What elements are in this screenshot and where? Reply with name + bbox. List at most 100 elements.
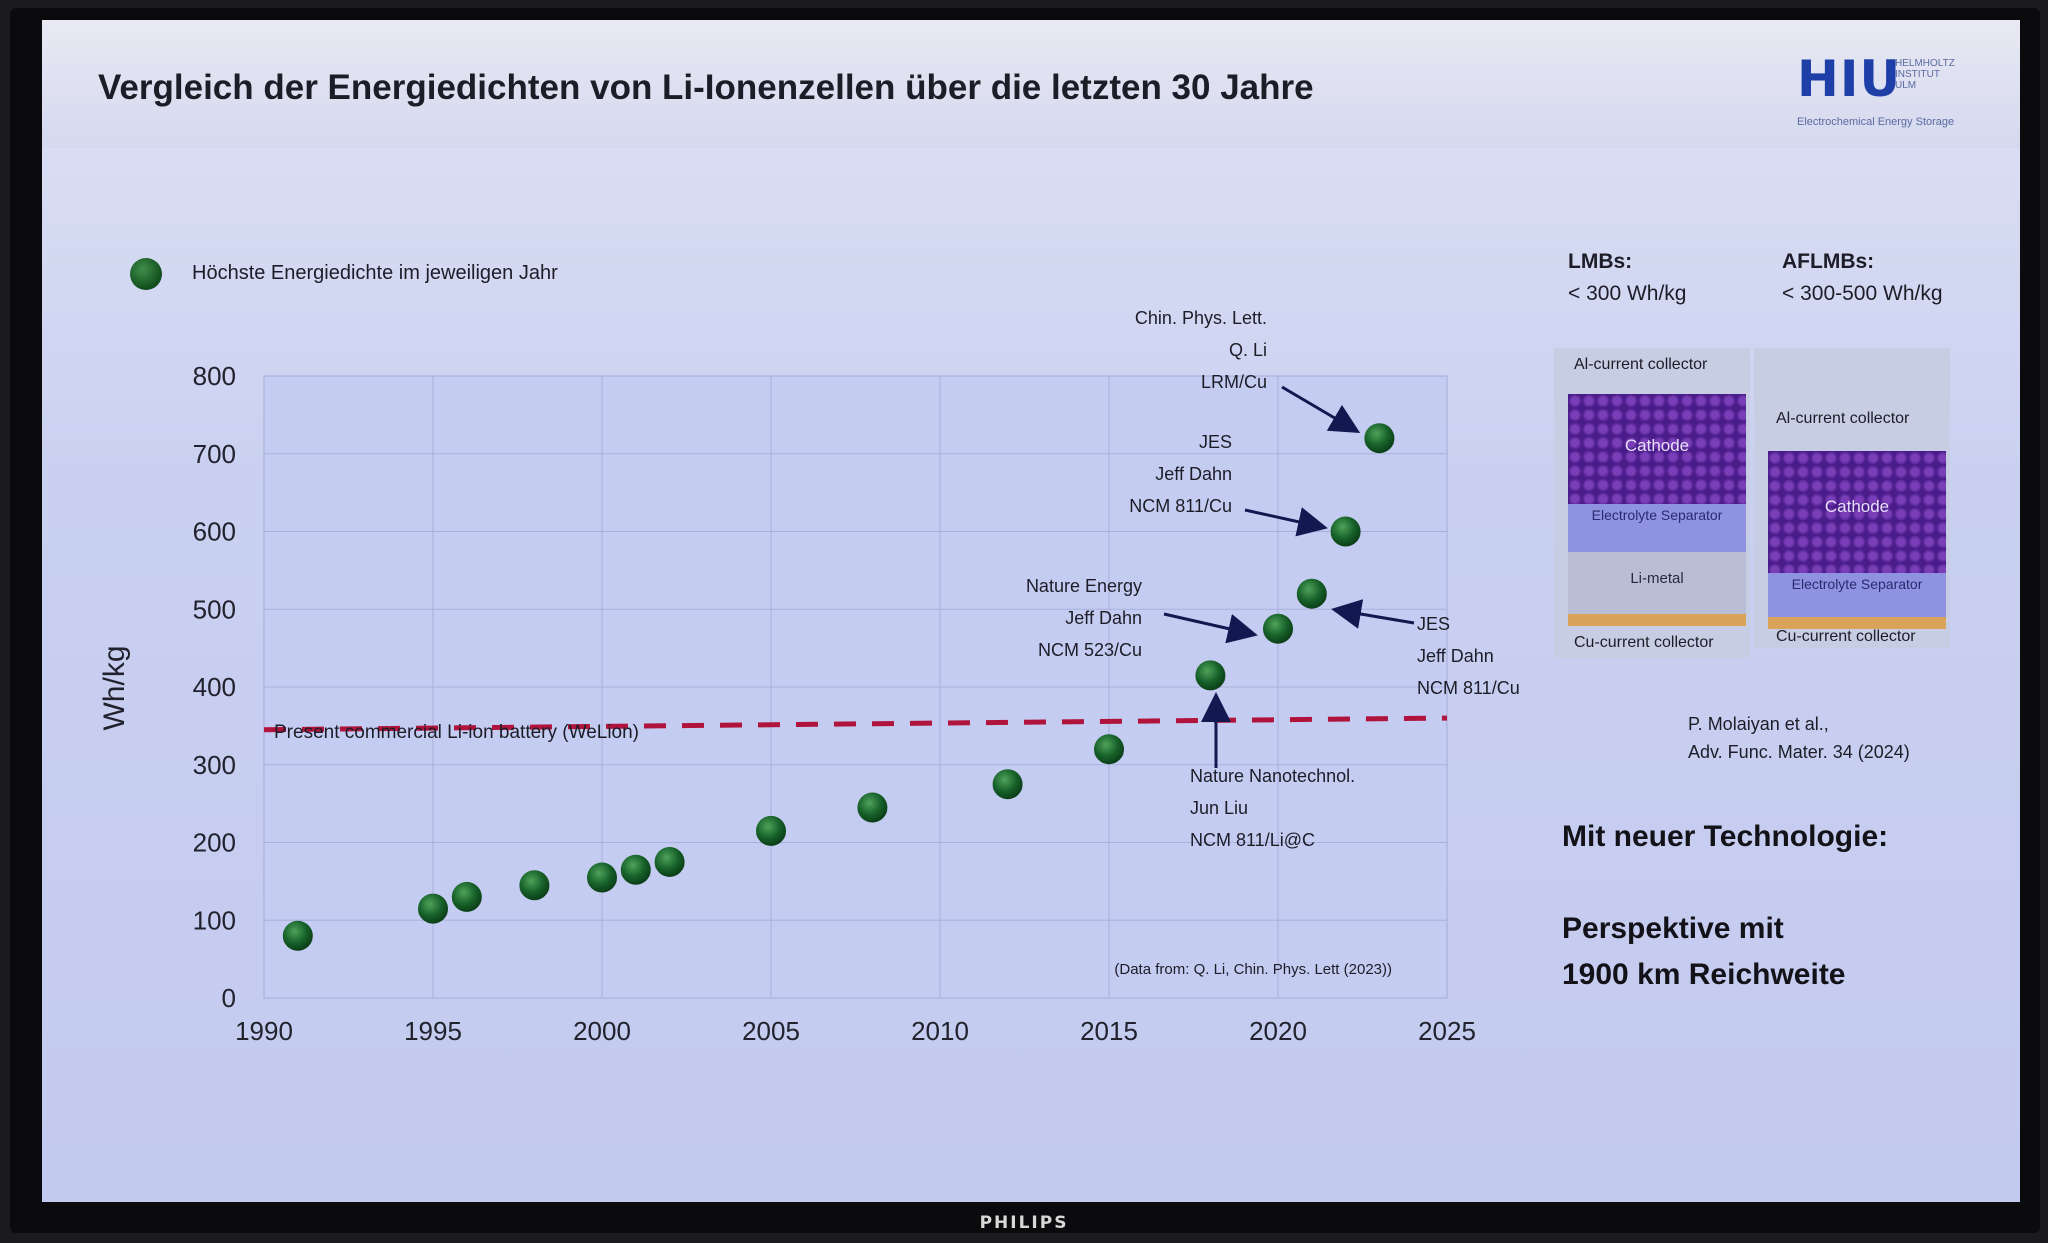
annotation-line: NCM 811/Cu	[1417, 678, 1520, 698]
reference-line-label: Present commercial Li-ion battery (WeLio…	[274, 722, 639, 743]
data-point	[587, 862, 617, 893]
data-point	[1195, 660, 1226, 691]
y-tick-label: 600	[193, 517, 236, 547]
y-axis-ticks: 0 100 200 300 400 500 600 700 800	[193, 361, 236, 1013]
annotation-line: LRM/Cu	[1201, 372, 1267, 392]
annotation-line: Nature Nanotechnol.	[1190, 766, 1355, 786]
cell-diagram-lmb: Al-current collector Cathode Electrolyte…	[1554, 348, 1750, 658]
logo-tagline: Electrochemical Energy Storage	[1797, 116, 1955, 128]
y-tick-label: 300	[193, 750, 236, 780]
cathode-layer: Cathode	[1568, 394, 1746, 504]
x-tick-label: 2020	[1249, 1016, 1307, 1046]
annotation-line: Q. Li	[1229, 340, 1267, 360]
data-point	[1330, 516, 1361, 547]
separator-label: Electrolyte Separator	[1791, 576, 1923, 592]
al-collector-label: Al-current collector	[1776, 410, 1910, 427]
y-tick-label: 0	[222, 983, 236, 1013]
data-point	[451, 881, 482, 912]
annotation-jes-2: JES Jeff Dahn NCM 811/Cu	[1417, 614, 1520, 698]
annotation-line: JES	[1199, 432, 1232, 452]
title-band	[42, 20, 2020, 148]
x-tick-label: 2005	[742, 1016, 800, 1046]
annotation-line: JES	[1417, 614, 1450, 634]
lmb-title: LMBs:	[1568, 250, 1633, 273]
hiu-logo: HIU HELMHOLTZ INSTITUT ULM Electrochemic…	[1787, 50, 1957, 150]
annotation-nature-energy: Nature Energy Jeff Dahn NCM 523/Cu	[1026, 576, 1142, 660]
aflmb-title: AFLMBs:	[1782, 250, 1875, 273]
citation-line-2: Adv. Func. Mater. 34 (2024)	[1688, 742, 1910, 762]
headline-technology: Mit neuer Technologie:	[1562, 820, 1889, 853]
separator-label: Electrolyte Separator	[1591, 507, 1723, 523]
data-point	[620, 854, 651, 885]
cu-collector-layer	[1768, 617, 1946, 629]
y-tick-label: 800	[193, 361, 236, 391]
data-point	[756, 815, 786, 846]
x-axis-ticks: 1990 1995 2000 2005 2010 2015 2020 2025	[235, 1016, 1476, 1046]
cathode-label: Cathode	[1624, 435, 1690, 455]
chart-grid	[264, 376, 1447, 998]
annotation-line: Jeff Dahn	[1065, 608, 1142, 628]
x-tick-label: 2015	[1080, 1016, 1138, 1046]
annotation-line: Jeff Dahn	[1155, 464, 1232, 484]
cu-collector-label: Cu-current collector	[1574, 634, 1714, 651]
annotation-arrow	[1281, 385, 1361, 434]
x-tick-label: 2000	[573, 1016, 631, 1046]
annotation-line: Jeff Dahn	[1417, 646, 1494, 666]
annotation-line: NCM 811/Li@C	[1190, 830, 1315, 850]
annotation-arrow	[1331, 599, 1415, 629]
data-point	[992, 769, 1023, 800]
al-collector-label: Al-current collector	[1574, 356, 1708, 373]
annotation-nature-nanotechnol: Nature Nanotechnol. Jun Liu NCM 811/Li@C	[1190, 766, 1355, 850]
annotation-line: Chin. Phys. Lett.	[1135, 308, 1267, 328]
citation-line-1: P. Molaiyan et al.,	[1688, 714, 1829, 734]
annotation-chin-phys-lett: Chin. Phys. Lett. Q. Li LRM/Cu	[1135, 308, 1267, 392]
slide-title: Vergleich der Energiedichten von Li-Ione…	[98, 68, 1314, 107]
legend-marker	[130, 258, 162, 290]
y-tick-label: 700	[193, 439, 236, 469]
y-axis-label: Wh/kg	[98, 645, 131, 730]
annotation-line: Jun Liu	[1190, 798, 1248, 818]
data-point	[418, 893, 448, 924]
data-point	[1364, 423, 1395, 454]
monitor-brand: PHILIPS	[979, 1213, 1069, 1233]
logo-text: HIU	[1797, 50, 1902, 108]
source-note: (Data from: Q. Li, Chin. Phys. Lett (202…	[1114, 961, 1392, 978]
annotation-arrow	[1163, 612, 1258, 644]
cu-collector-layer	[1568, 614, 1746, 626]
logo-subtitle: HELMHOLTZ INSTITUT ULM	[1895, 58, 1955, 91]
annotation-arrow	[1244, 507, 1328, 537]
annotation-line: NCM 811/Cu	[1129, 496, 1232, 516]
cu-collector-label: Cu-current collector	[1776, 628, 1916, 645]
cathode-layer: Cathode	[1768, 451, 1946, 573]
lmb-value: < 300 Wh/kg	[1568, 282, 1687, 305]
separator-layer: Electrolyte Separator	[1568, 504, 1746, 552]
data-points	[282, 423, 1395, 951]
annotation-line: NCM 523/Cu	[1038, 640, 1142, 660]
separator-layer: Electrolyte Separator	[1768, 573, 1946, 617]
cathode-label: Cathode	[1824, 497, 1890, 517]
annotation-line: Nature Energy	[1026, 576, 1142, 596]
y-tick-label: 500	[193, 594, 236, 624]
li-metal-layer: Li-metal	[1568, 552, 1746, 614]
x-tick-label: 1995	[404, 1016, 462, 1046]
y-tick-label: 200	[193, 828, 236, 858]
data-point	[282, 920, 313, 951]
cell-diagram-aflmb: Al-current collector Cathode Electrolyte…	[1754, 348, 1950, 648]
li-metal-label: Li-metal	[1630, 570, 1684, 587]
slide-screen: Vergleich der Energiedichten von Li-Ione…	[42, 20, 2020, 1202]
y-tick-label: 400	[193, 672, 236, 702]
x-tick-label: 1990	[235, 1016, 293, 1046]
y-tick-label: 100	[193, 905, 236, 935]
legend-label: Höchste Energiedichte im jeweiligen Jahr	[192, 262, 558, 284]
headline-perspective: Perspektive mit	[1562, 912, 1784, 945]
aflmb-value: < 300-500 Wh/kg	[1782, 282, 1943, 305]
chart-svg: 0 100 200 300 400 500 600 700 800 1990 1995 2000 20…	[98, 308, 1520, 1046]
headline-range: 1900 km Reichweite	[1562, 958, 1846, 991]
annotation-jes-1: JES Jeff Dahn NCM 811/Cu	[1129, 432, 1232, 516]
data-point	[1263, 613, 1293, 644]
data-point	[1094, 734, 1124, 765]
reference-line	[263, 715, 1448, 733]
data-point	[1296, 578, 1327, 609]
data-point	[519, 870, 550, 901]
x-tick-label: 2010	[911, 1016, 969, 1046]
